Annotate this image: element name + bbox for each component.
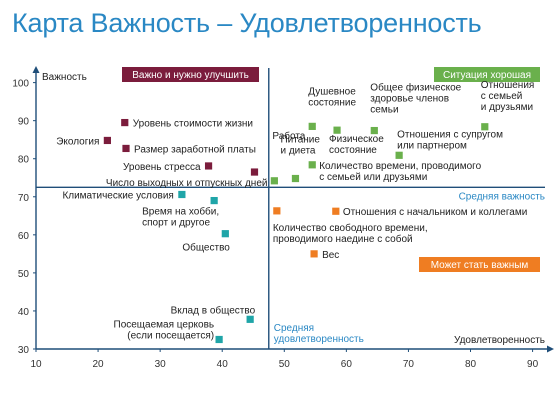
data-point	[121, 118, 129, 127]
point-label: с семьей	[481, 91, 523, 102]
point-label: Климатические условия	[62, 190, 173, 201]
x-tick-label: 80	[465, 359, 477, 370]
y-tick-label: 30	[18, 345, 30, 356]
x-axis-label: Удовлетворенность	[454, 335, 545, 346]
mean-importance-label: Средняя важность	[459, 191, 545, 202]
y-tick-label: 90	[18, 117, 30, 128]
point-label: Уровень стресса	[123, 162, 201, 173]
point-label: или партнером	[397, 140, 467, 151]
x-axis-arrow	[547, 345, 554, 353]
data-point	[395, 151, 403, 159]
data-point	[308, 122, 316, 130]
point-label: Общее физическое	[370, 82, 461, 94]
data-point	[215, 335, 223, 344]
point-label: состояние	[329, 145, 377, 156]
point-label: Вес	[322, 250, 339, 261]
x-tick-label: 20	[93, 359, 105, 370]
quadrant-badge	[122, 67, 259, 82]
point-label: с семьей или друзьями	[319, 172, 427, 183]
point-label: Работа	[272, 130, 305, 142]
point-label: Отношения с супругом	[397, 129, 503, 140]
data-point	[250, 168, 259, 176]
data-point	[103, 136, 111, 145]
point-label: и диета	[280, 146, 315, 157]
y-tick-label: 100	[12, 79, 29, 90]
data-point	[246, 315, 254, 323]
point-label: здоровье членов	[370, 94, 449, 105]
point-label: Душевное	[308, 86, 356, 97]
point-label: спорт и другое	[142, 218, 210, 229]
mean-satisfaction-label: Средняя	[274, 323, 314, 334]
quadrant-badge-label: Важно и нужно улучшить	[132, 70, 249, 81]
y-tick-label: 60	[18, 231, 30, 242]
y-tick-label: 50	[18, 269, 30, 280]
y-tick-label: 70	[18, 193, 30, 204]
quadrant-badge-label: Может стать важным	[431, 260, 529, 271]
point-label: Уровень стоимости жизни	[133, 119, 253, 130]
y-axis-label: Важность	[42, 72, 87, 83]
data-point	[333, 126, 341, 134]
point-label: Количество свободного времени,	[273, 222, 428, 234]
quadrant-badge-label: Ситуация хорошая	[443, 70, 531, 81]
data-point	[204, 162, 213, 170]
x-tick-label: 70	[403, 359, 415, 370]
point-label: семьи	[370, 105, 398, 116]
x-tick-label: 50	[279, 359, 291, 370]
point-label: Размер заработной платы	[134, 143, 256, 155]
x-tick-label: 60	[341, 359, 353, 370]
x-tick-label: 40	[217, 359, 229, 370]
mean-satisfaction-label: удовлетворенность	[274, 334, 364, 345]
point-label: проводимого наедине с собой	[273, 233, 413, 245]
point-label: Общество	[182, 242, 230, 254]
data-point	[370, 126, 378, 135]
y-tick-label: 80	[18, 155, 30, 166]
data-point	[481, 123, 489, 131]
page-title: Карта Важность – Удовлетворенность	[12, 8, 482, 38]
point-label: Экология	[56, 136, 99, 147]
point-label: (если посещается)	[127, 330, 214, 341]
point-label: Вклад в общество	[171, 304, 256, 316]
y-tick-label: 40	[18, 307, 30, 318]
data-point	[273, 207, 281, 215]
data-point	[210, 196, 218, 205]
quadrant-badge	[434, 67, 540, 82]
data-point	[332, 207, 340, 215]
point-label: Число выходных и отпускных дней	[106, 178, 268, 189]
point-label: Питание	[280, 135, 320, 146]
x-tick-label: 10	[30, 359, 42, 370]
point-label: Количество времени, проводимого	[319, 161, 481, 172]
data-point	[122, 144, 130, 153]
data-point	[291, 174, 300, 183]
data-point	[221, 230, 229, 238]
point-label: Отношения с начальником и коллегами	[343, 207, 527, 218]
point-label: Отношения	[481, 80, 535, 91]
point-label: Время на хобби,	[142, 206, 219, 218]
x-tick-label: 30	[155, 359, 167, 370]
data-point	[270, 177, 278, 185]
point-label: Физическое	[329, 134, 384, 145]
x-tick-label: 90	[527, 359, 539, 370]
y-axis-arrow	[32, 66, 40, 73]
quadrant-badge	[419, 257, 540, 272]
data-point	[308, 161, 316, 169]
point-label: Посещаемая церковь	[114, 319, 215, 330]
point-label: и друзьями	[481, 102, 533, 113]
point-label: состояние	[308, 97, 356, 108]
data-point	[178, 190, 186, 199]
data-point	[310, 250, 318, 258]
